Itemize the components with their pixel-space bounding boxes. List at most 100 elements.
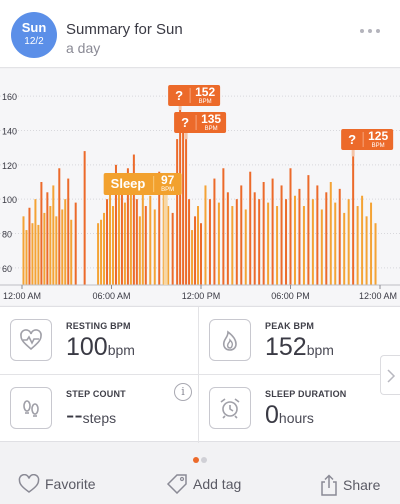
hr-bar — [43, 212, 46, 285]
hr-bar — [191, 230, 194, 285]
hr-bar — [120, 188, 123, 285]
y-tick-label: 60 — [2, 264, 12, 274]
sleep-annotation-value: 97 — [161, 173, 175, 187]
heart-rate-chart[interactable]: 60 80 100 120 140 160 12:00 AM 06:00 AM 12:00 PM… — [0, 69, 400, 305]
hr-bar — [338, 188, 341, 285]
hr-bar — [226, 192, 229, 285]
hr-bar — [285, 199, 288, 285]
hr-bar — [258, 199, 261, 285]
hr-bar — [123, 202, 126, 285]
hr-bar — [149, 195, 152, 285]
next-page-button[interactable] — [380, 355, 400, 395]
stat-unit: bpm — [306, 342, 334, 358]
add-tag-button[interactable]: Add tag — [166, 474, 241, 498]
hr-bar — [271, 178, 274, 285]
footprints-icon — [10, 387, 52, 429]
hr-bar — [129, 192, 132, 285]
hr-bar — [153, 209, 156, 285]
annotation-value: 125 — [368, 129, 388, 143]
stat-resting-bpm: RESTING BPM 100bpm — [0, 307, 199, 375]
hr-bar — [46, 192, 49, 285]
hr-bar — [343, 212, 346, 285]
hr-bar — [158, 171, 161, 285]
hr-bar — [307, 175, 310, 285]
hr-bar — [176, 139, 179, 285]
hr-bar — [171, 212, 174, 285]
hr-bar — [235, 199, 238, 285]
stat-value-container: --steps — [66, 401, 116, 430]
hr-bar — [365, 216, 368, 285]
hr-bar — [70, 219, 73, 285]
favorite-label: Favorite — [45, 476, 96, 492]
stat-sleep-duration: SLEEP DURATION 0hours — [199, 375, 398, 443]
hr-bar — [188, 199, 191, 285]
hr-bar — [132, 154, 135, 285]
hr-bar — [64, 199, 67, 285]
hr-bar — [334, 202, 337, 285]
hr-bar — [52, 185, 55, 285]
favorite-button[interactable]: Favorite — [18, 473, 96, 498]
day-badge: Sun 12/2 — [11, 12, 57, 58]
stat-value-container: 100bpm — [66, 333, 135, 362]
page-subtitle: a day — [66, 40, 101, 56]
hr-bar — [185, 139, 188, 285]
flame-icon — [209, 319, 251, 361]
stat-value-container: 0hours — [265, 401, 314, 430]
summary-header: Sun 12/2 Summary for Sun a day — [0, 0, 400, 68]
stat-step-count: STEP COUNT --steps i — [0, 375, 199, 443]
hr-bar — [25, 230, 28, 285]
hr-bar — [240, 185, 243, 285]
hr-bar — [280, 185, 283, 285]
x-tick-label: 12:00 AM — [3, 291, 41, 301]
more-options-icon[interactable] — [360, 26, 380, 36]
hr-bar — [222, 168, 225, 285]
page-indicator — [0, 450, 400, 463]
hr-bar — [316, 185, 319, 285]
hr-bar — [320, 209, 323, 285]
heart-rate-chart-svg: 60 80 100 120 140 160 12:00 AM 06:00 AM 12:00 PM… — [0, 85, 400, 301]
hr-bar — [329, 182, 332, 285]
hr-bar — [67, 178, 70, 285]
annotation-question-mark: ? — [348, 132, 356, 147]
hr-bar — [126, 168, 129, 285]
page-dot[interactable] — [201, 457, 207, 463]
hr-bar — [249, 171, 252, 285]
page-dot-active[interactable] — [193, 457, 199, 463]
hr-bar — [208, 199, 211, 285]
hr-bar — [97, 223, 100, 285]
stat-value-container: 152bpm — [265, 333, 334, 362]
hr-bar — [179, 109, 182, 286]
stat-label: PEAK BPM — [265, 321, 315, 331]
annotation-unit: BPM — [205, 126, 218, 132]
y-tick-label: 140 — [2, 127, 17, 137]
share-icon — [321, 474, 337, 496]
hr-bar — [289, 168, 292, 285]
hr-bar — [103, 212, 106, 285]
hr-bar — [370, 202, 373, 285]
hr-bar — [194, 216, 197, 285]
day-date: 12/2 — [24, 36, 44, 47]
hr-bar — [197, 206, 200, 285]
y-tick-label: 120 — [2, 161, 17, 171]
stat-value: 0 — [265, 401, 279, 429]
stat-unit: hours — [278, 410, 314, 426]
hr-bar — [267, 202, 270, 285]
hr-bar — [311, 199, 314, 285]
info-icon[interactable]: i — [174, 383, 192, 401]
stat-value: 152 — [265, 333, 307, 361]
hr-bar — [138, 216, 141, 285]
chevron-right-icon — [387, 369, 396, 383]
hr-bar — [231, 206, 234, 285]
hr-bar — [100, 219, 103, 285]
sleep-annotation-label: Sleep — [111, 176, 146, 191]
hr-bar — [253, 192, 256, 285]
annotation-box — [174, 112, 227, 133]
x-tick-label: 06:00 PM — [271, 291, 310, 301]
share-button[interactable]: Share — [320, 474, 380, 498]
day-abbr: Sun — [21, 20, 47, 35]
hr-bar — [40, 182, 43, 285]
stat-value: 100 — [66, 333, 108, 361]
hr-bar — [213, 178, 216, 285]
stat-peak-bpm: PEAK BPM 152bpm — [199, 307, 398, 375]
